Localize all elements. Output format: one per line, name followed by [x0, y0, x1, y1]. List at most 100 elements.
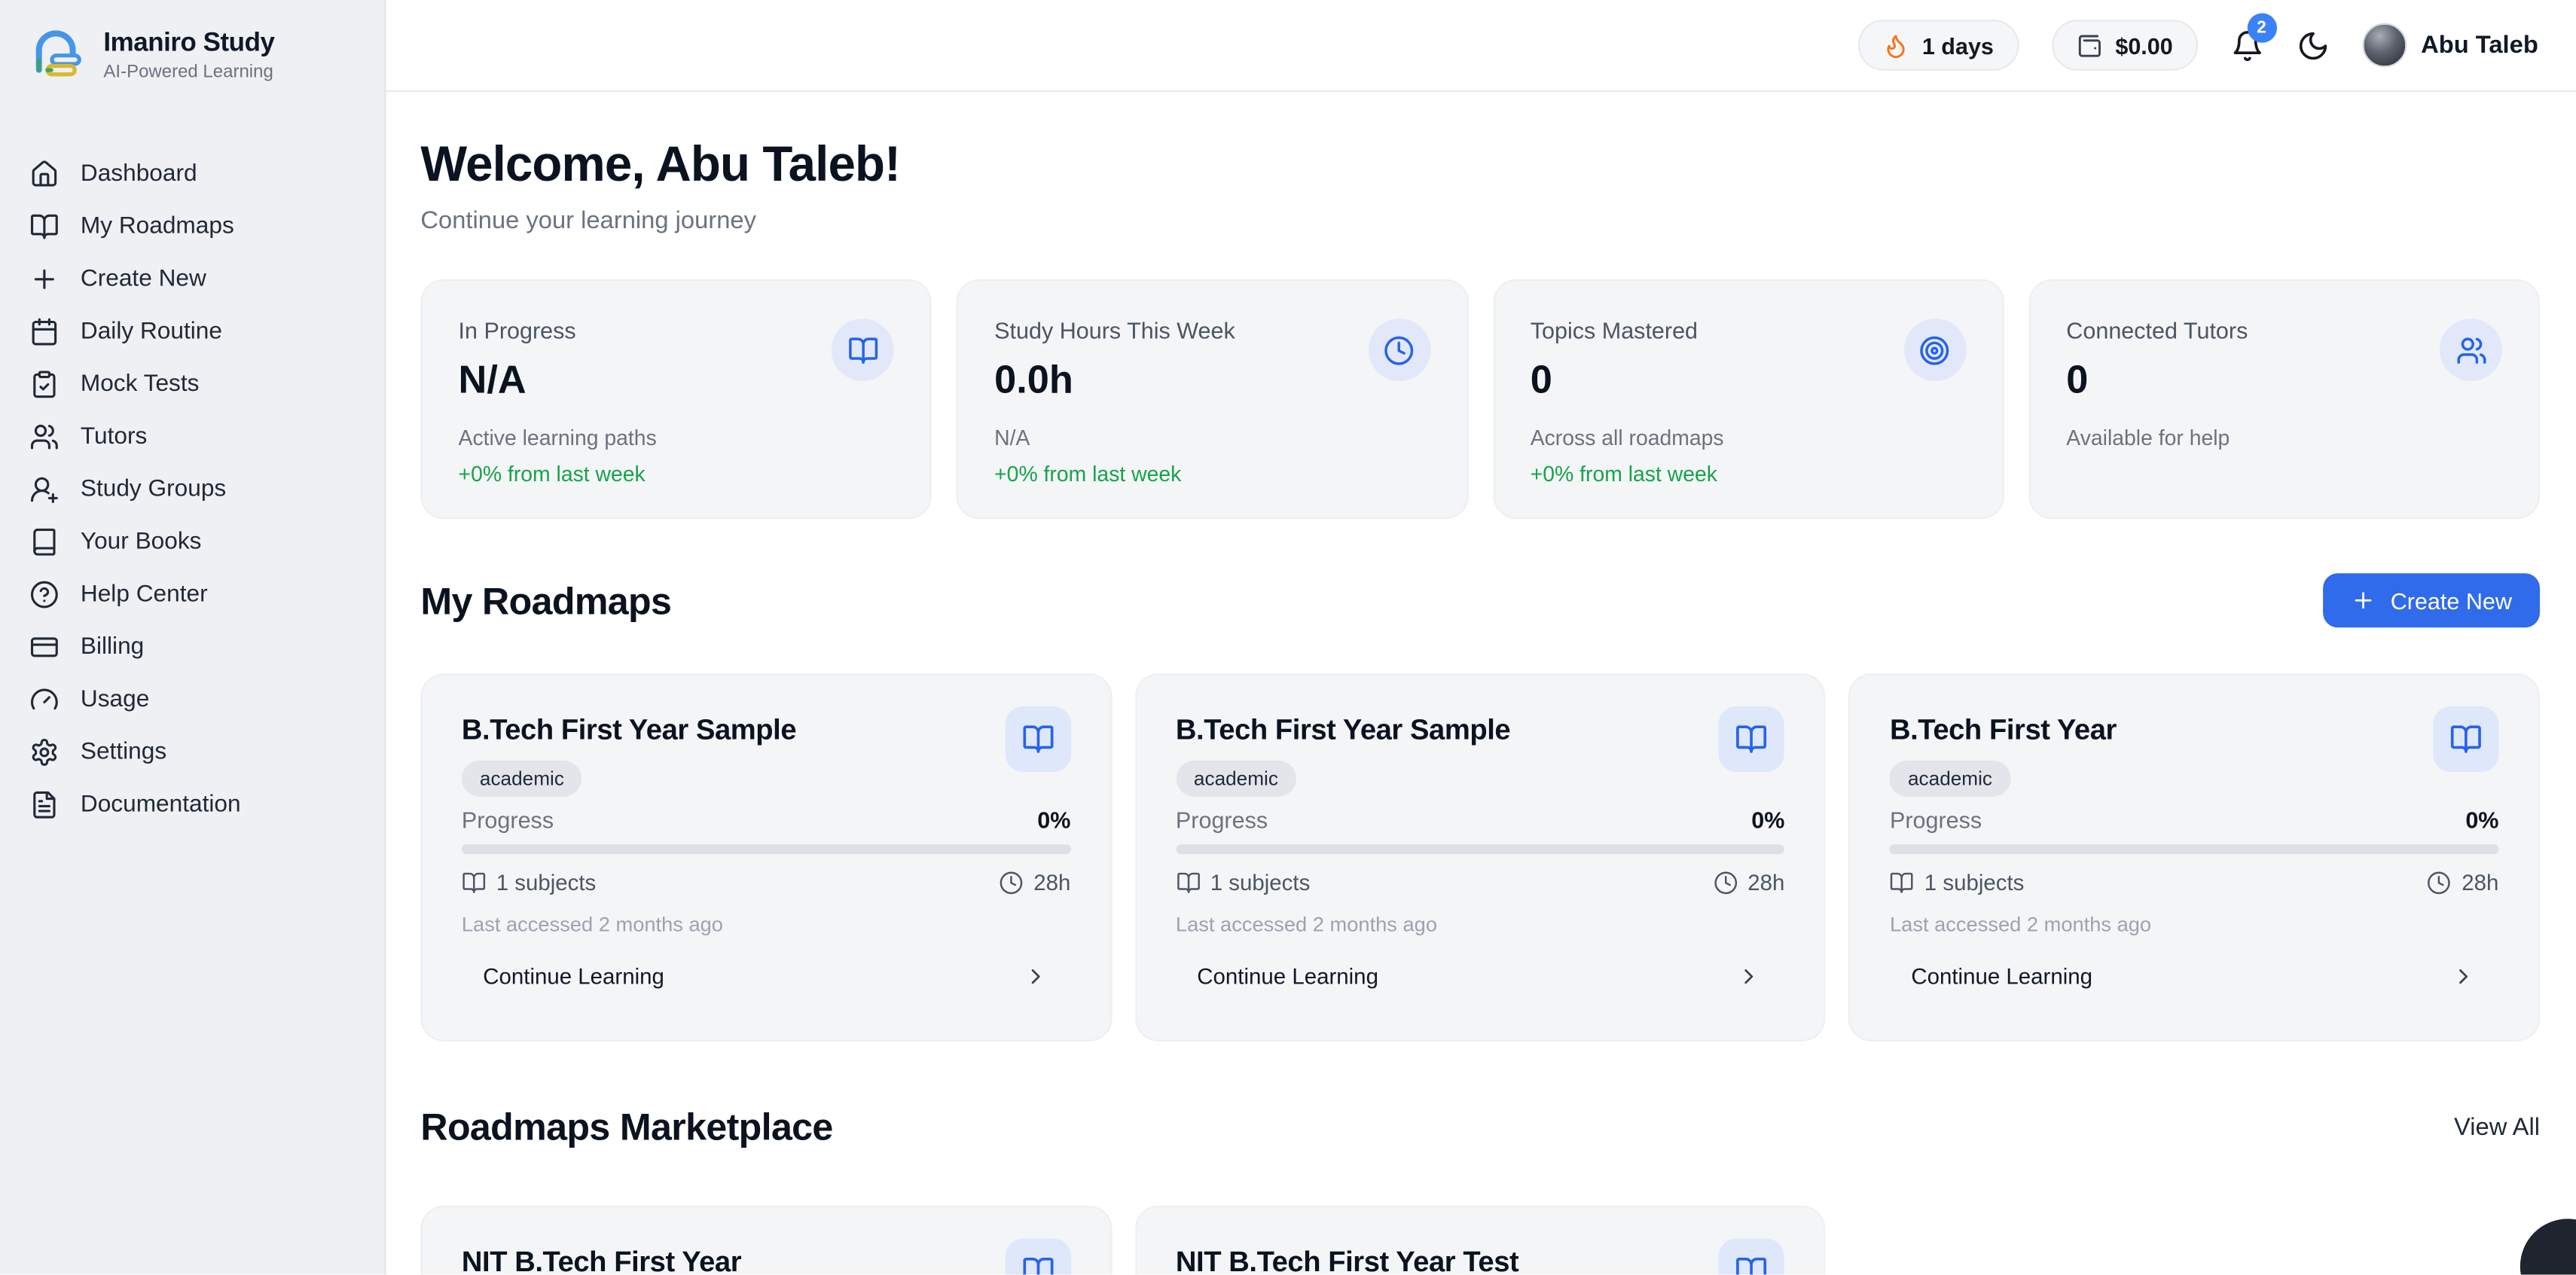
book-open-icon — [462, 872, 486, 893]
gauge-icon — [29, 685, 59, 715]
sidebar-item-documentation[interactable]: Documentation — [17, 779, 368, 831]
last-accessed: Last accessed 2 months ago — [1890, 913, 2152, 937]
marketplace-card-2[interactable]: NIT B.Tech First Year Test — [1134, 1205, 1826, 1275]
stat-card-connected-tutors: Connected Tutors 0 Available for help — [2028, 279, 2541, 520]
calendar-icon — [29, 317, 59, 346]
view-all-link[interactable]: View All — [2454, 1112, 2541, 1141]
my-roadmaps-title: My Roadmaps — [420, 578, 672, 622]
sidebar-item-tutors[interactable]: Tutors — [17, 410, 368, 463]
gear-icon — [29, 737, 59, 767]
stat-value: N/A — [458, 358, 526, 403]
clock-icon — [1714, 871, 1737, 895]
book-open-icon — [1719, 1238, 1785, 1275]
continue-learning-button[interactable]: Continue Learning — [1890, 959, 2498, 994]
last-accessed: Last accessed 2 months ago — [461, 913, 723, 937]
chevron-right-icon — [1030, 969, 1039, 984]
stat-subtitle: Across all roadmaps — [1530, 425, 1724, 450]
stat-subtitle: Active learning paths — [458, 425, 657, 450]
stat-trend: +0% from last week — [994, 461, 1182, 487]
marketplace-cards-row: NIT B.Tech First Year NIT B.Tech First Y… — [420, 1205, 2540, 1275]
dark-mode-toggle[interactable] — [2296, 29, 2329, 62]
sidebar-item-label: Billing — [80, 633, 145, 660]
sidebar-item-settings[interactable]: Settings — [17, 726, 368, 779]
marketplace-header: Roadmaps Marketplace View All — [420, 1104, 2540, 1150]
user-name: Abu Taleb — [2421, 31, 2538, 59]
sidebar-item-study-groups[interactable]: Study Groups — [17, 463, 368, 516]
avatar — [2361, 23, 2407, 68]
sidebar: Imaniro Study AI-Powered Learning Dashbo… — [0, 0, 386, 1275]
hours-estimate: 28h — [1033, 870, 1071, 895]
sidebar-item-label: Tutors — [80, 423, 148, 450]
sidebar-item-create-new[interactable]: Create New — [17, 253, 368, 306]
brand[interactable]: Imaniro Study AI-Powered Learning — [0, 23, 384, 86]
stat-card-in-progress: In Progress N/A Active learning paths +0… — [420, 279, 932, 520]
progress-label: Progress — [461, 806, 554, 833]
roadmap-card-2[interactable]: B.Tech First Year Sample academic Progre… — [1134, 673, 1826, 1042]
subjects-count: 1 subjects — [1924, 870, 2025, 895]
marketplace-card-1[interactable]: NIT B.Tech First Year — [420, 1205, 1112, 1275]
sidebar-item-label: My Roadmaps — [80, 213, 234, 240]
continue-learning-button[interactable]: Continue Learning — [462, 959, 1070, 994]
streak-pill[interactable]: 1 days — [1857, 20, 2019, 71]
book-open-icon — [1891, 872, 1914, 893]
book-open-icon — [29, 212, 59, 241]
stat-title: Topics Mastered — [1530, 316, 1699, 343]
sidebar-nav: Dashboard My Roadmaps Create New Daily R… — [0, 148, 384, 831]
stat-card-topics-mastered: Topics Mastered 0 Across all roadmaps +0… — [1492, 279, 2004, 520]
sidebar-item-label: Settings — [80, 739, 167, 766]
progress-bar — [1890, 844, 2499, 855]
subjects-count: 1 subjects — [496, 870, 597, 895]
sidebar-item-label: Help Center — [80, 581, 208, 609]
sidebar-item-billing[interactable]: Billing — [17, 621, 368, 673]
sidebar-item-your-books[interactable]: Your Books — [17, 516, 368, 569]
sidebar-item-my-roadmaps[interactable]: My Roadmaps — [17, 200, 368, 253]
sidebar-item-label: Daily Routine — [80, 319, 222, 346]
home-icon — [29, 160, 59, 189]
sidebar-item-daily-routine[interactable]: Daily Routine — [17, 306, 368, 358]
create-new-button[interactable]: Create New — [2323, 573, 2541, 628]
sidebar-item-usage[interactable]: Usage — [17, 673, 368, 726]
notifications-button[interactable] — [2230, 29, 2263, 62]
sidebar-item-mock-tests[interactable]: Mock Tests — [17, 358, 368, 410]
hours-estimate: 28h — [1747, 870, 1785, 895]
book-icon — [29, 527, 59, 557]
plus-icon — [29, 264, 59, 294]
balance-pill[interactable]: $0.00 — [2051, 20, 2198, 71]
bell-icon — [2233, 30, 2261, 60]
sidebar-item-help-center[interactable]: Help Center — [17, 569, 368, 621]
subjects-count: 1 subjects — [1210, 870, 1311, 895]
my-roadmaps-header: My Roadmaps Create New — [420, 573, 2541, 628]
page-subtitle: Continue your learning journey — [420, 206, 756, 235]
clock-icon — [1367, 319, 1430, 382]
users-icon — [29, 422, 59, 452]
sidebar-item-label: Create New — [80, 266, 206, 293]
sidebar-item-dashboard[interactable]: Dashboard — [17, 148, 368, 200]
stat-title: Connected Tutors — [2066, 316, 2248, 343]
topbar: 1 days $0.00 2 Abu Taleb — [386, 0, 2576, 93]
brand-subtitle: AI-Powered Learning — [103, 61, 273, 81]
progress-bar — [461, 844, 1071, 855]
book-open-icon — [832, 319, 895, 382]
clock-icon — [2428, 871, 2451, 895]
user-menu[interactable]: Abu Taleb — [2361, 23, 2538, 68]
book-open-icon — [2433, 706, 2499, 773]
category-badge: academic — [1175, 760, 1296, 797]
target-icon — [1903, 319, 1967, 382]
roadmap-card-1[interactable]: B.Tech First Year Sample academic Progre… — [420, 673, 1112, 1042]
continue-learning-button[interactable]: Continue Learning — [1176, 959, 1784, 994]
hours-estimate: 28h — [2462, 870, 2499, 895]
book-open-icon — [1719, 706, 1785, 773]
book-open-icon — [1005, 706, 1071, 773]
flame-icon — [1887, 34, 1905, 57]
stat-value: 0 — [2066, 358, 2089, 403]
brand-title: Imaniro Study — [103, 29, 275, 57]
stat-title: In Progress — [458, 316, 576, 343]
sidebar-item-label: Study Groups — [80, 476, 227, 503]
marketplace-roadmap-title: NIT B.Tech First Year — [461, 1245, 742, 1275]
progress-value: 0% — [1037, 806, 1071, 833]
roadmap-card-3[interactable]: B.Tech First Year academic Progress 0% 1… — [1848, 673, 2540, 1042]
book-open-icon — [1005, 1238, 1071, 1275]
stat-subtitle: Available for help — [2066, 425, 2230, 450]
stat-trend: +0% from last week — [1530, 461, 1717, 487]
